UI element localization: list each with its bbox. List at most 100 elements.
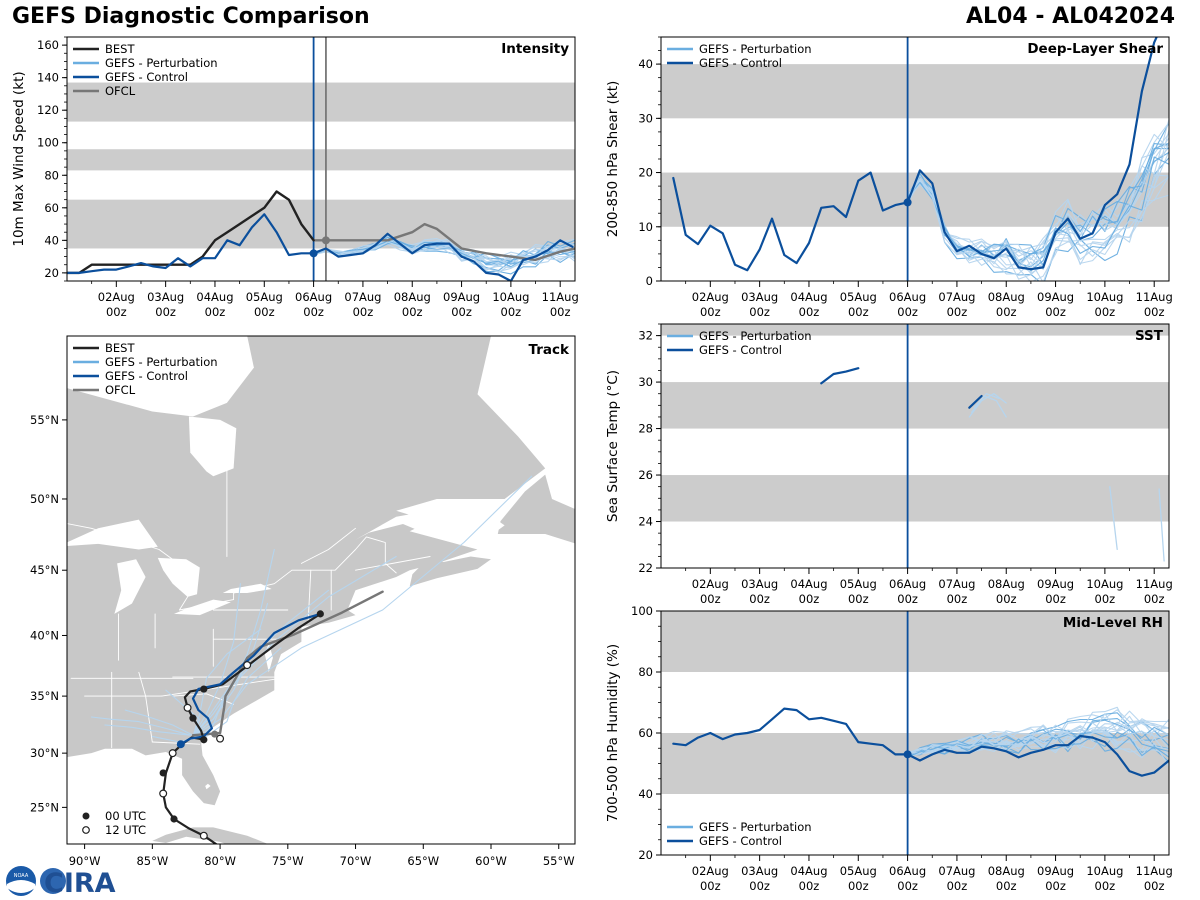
x-tick-hour: 00z (155, 305, 176, 319)
best-12utc-marker (216, 734, 225, 743)
x-tick-hour: 00z (254, 305, 275, 319)
lat-tick-label: 35°N (30, 689, 59, 703)
state-border (161, 677, 282, 697)
plot-area (661, 324, 1169, 568)
legend-label: GEFS - Perturbation (699, 42, 812, 56)
y-tick-label: 40 (638, 57, 653, 71)
track-legend-label: BEST (105, 341, 135, 355)
chart-title: Intensity (501, 41, 569, 57)
noaa-seal-text: NOAA (14, 873, 29, 879)
x-tick-hour: 00z (897, 305, 918, 319)
legend-label: GEFS - Control (105, 70, 188, 84)
james-bay (188, 416, 237, 477)
y-tick-label: 120 (37, 103, 59, 117)
x-tick-hour: 00z (550, 305, 571, 319)
legend-label: GEFS - Perturbation (699, 820, 812, 834)
x-tick-hour: 00z (799, 592, 820, 606)
x-tick-date: 05Aug (840, 290, 877, 304)
track-frame (66, 335, 576, 845)
lat-tick-label: 30°N (30, 746, 59, 760)
x-tick-date: 07Aug (938, 577, 975, 591)
y-tick-label: 40 (638, 787, 653, 801)
noaa-seal-wave (7, 880, 35, 893)
x-tick-hour: 00z (1095, 305, 1116, 319)
y-tick-label: 20 (638, 166, 653, 180)
x-tick-date: 05Aug (840, 577, 877, 591)
x-tick-date: 11Aug (1136, 290, 1173, 304)
x-tick-hour: 00z (700, 305, 721, 319)
best-00utc-marker (200, 685, 208, 693)
state-border (355, 556, 431, 571)
lake-erie (174, 599, 231, 616)
best-00utc-marker (159, 769, 167, 777)
y-tick-label: 22 (638, 561, 653, 575)
y-tick-label: 80 (638, 665, 653, 679)
legend-label: GEFS - Perturbation (699, 329, 812, 343)
control-line (672, 37, 1158, 272)
y-tick-label: 60 (638, 726, 653, 740)
y-tick-label: 30 (638, 375, 653, 389)
control-init-point (903, 750, 912, 759)
x-tick-hour: 00z (848, 592, 869, 606)
x-tick-date: 10Aug (1086, 577, 1123, 591)
x-tick-hour: 00z (947, 592, 968, 606)
plot-area (661, 37, 1169, 281)
x-tick-date: 07Aug (938, 864, 975, 878)
y-tick-label: 140 (37, 71, 59, 85)
lon-tick-label: 80°W (204, 854, 236, 868)
storm-id-title: AL04 - AL042024 (966, 4, 1175, 29)
x-tick-hour: 00z (897, 592, 918, 606)
best-12utc-marker (243, 661, 252, 670)
best-12utc-marker (183, 703, 192, 712)
legend-label: GEFS - Control (699, 56, 782, 70)
x-tick-date: 10Aug (1086, 290, 1123, 304)
shade-band (67, 149, 575, 171)
lake-huron (157, 557, 200, 597)
y-tick-label: 10 (638, 220, 653, 234)
x-tick-date: 08Aug (988, 290, 1025, 304)
marker-legend-00utc (82, 812, 90, 820)
x-tick-hour: 00z (1045, 305, 1066, 319)
marker-legend-label: 00 UTC (105, 809, 146, 823)
lat-tick-label: 25°N (30, 800, 59, 814)
y-tick-label: 60 (44, 201, 59, 215)
x-tick-hour: 00z (1045, 592, 1066, 606)
plot-area (661, 611, 1169, 855)
y-tick-label: 28 (638, 422, 653, 436)
legend-label: BEST (105, 42, 135, 56)
x-tick-hour: 00z (749, 879, 770, 893)
track-legend-label: GEFS - Perturbation (105, 355, 218, 369)
perturbation-line (907, 137, 1169, 267)
x-tick-date: 08Aug (394, 290, 431, 304)
chart-title: Deep-Layer Shear (1027, 41, 1163, 57)
cira-globe-icon (40, 868, 66, 894)
y-tick-label: 20 (638, 848, 653, 862)
lon-tick-label: 85°W (136, 854, 168, 868)
ofcl-line (312, 222, 575, 262)
x-tick-date: 11Aug (1136, 864, 1173, 878)
x-tick-date: 04Aug (790, 290, 827, 304)
perturbation-line (907, 156, 1169, 272)
x-tick-hour: 00z (700, 879, 721, 893)
x-tick-date: 06Aug (889, 290, 926, 304)
y-tick-label: 80 (44, 168, 59, 182)
x-tick-date: 09Aug (1037, 864, 1074, 878)
x-tick-date: 02Aug (692, 290, 729, 304)
perturbation-track (192, 628, 262, 737)
x-tick-date: 08Aug (988, 577, 1025, 591)
lat-tick-label: 45°N (30, 563, 59, 577)
x-tick-hour: 00z (996, 879, 1017, 893)
y-tick-label: 26 (638, 468, 653, 482)
track-legend-label: GEFS - Control (105, 369, 188, 383)
control-init-point (903, 198, 912, 207)
x-tick-hour: 00z (848, 305, 869, 319)
shade-band (67, 82, 575, 122)
x-tick-date: 09Aug (1037, 577, 1074, 591)
legend-label: OFCL (105, 84, 136, 98)
x-tick-date: 03Aug (741, 290, 778, 304)
perturbation-line (313, 241, 575, 270)
x-tick-hour: 00z (451, 305, 472, 319)
perturbation-track (104, 724, 191, 736)
y-tick-label: 40 (44, 233, 59, 247)
perturbation-line (1109, 486, 1118, 551)
